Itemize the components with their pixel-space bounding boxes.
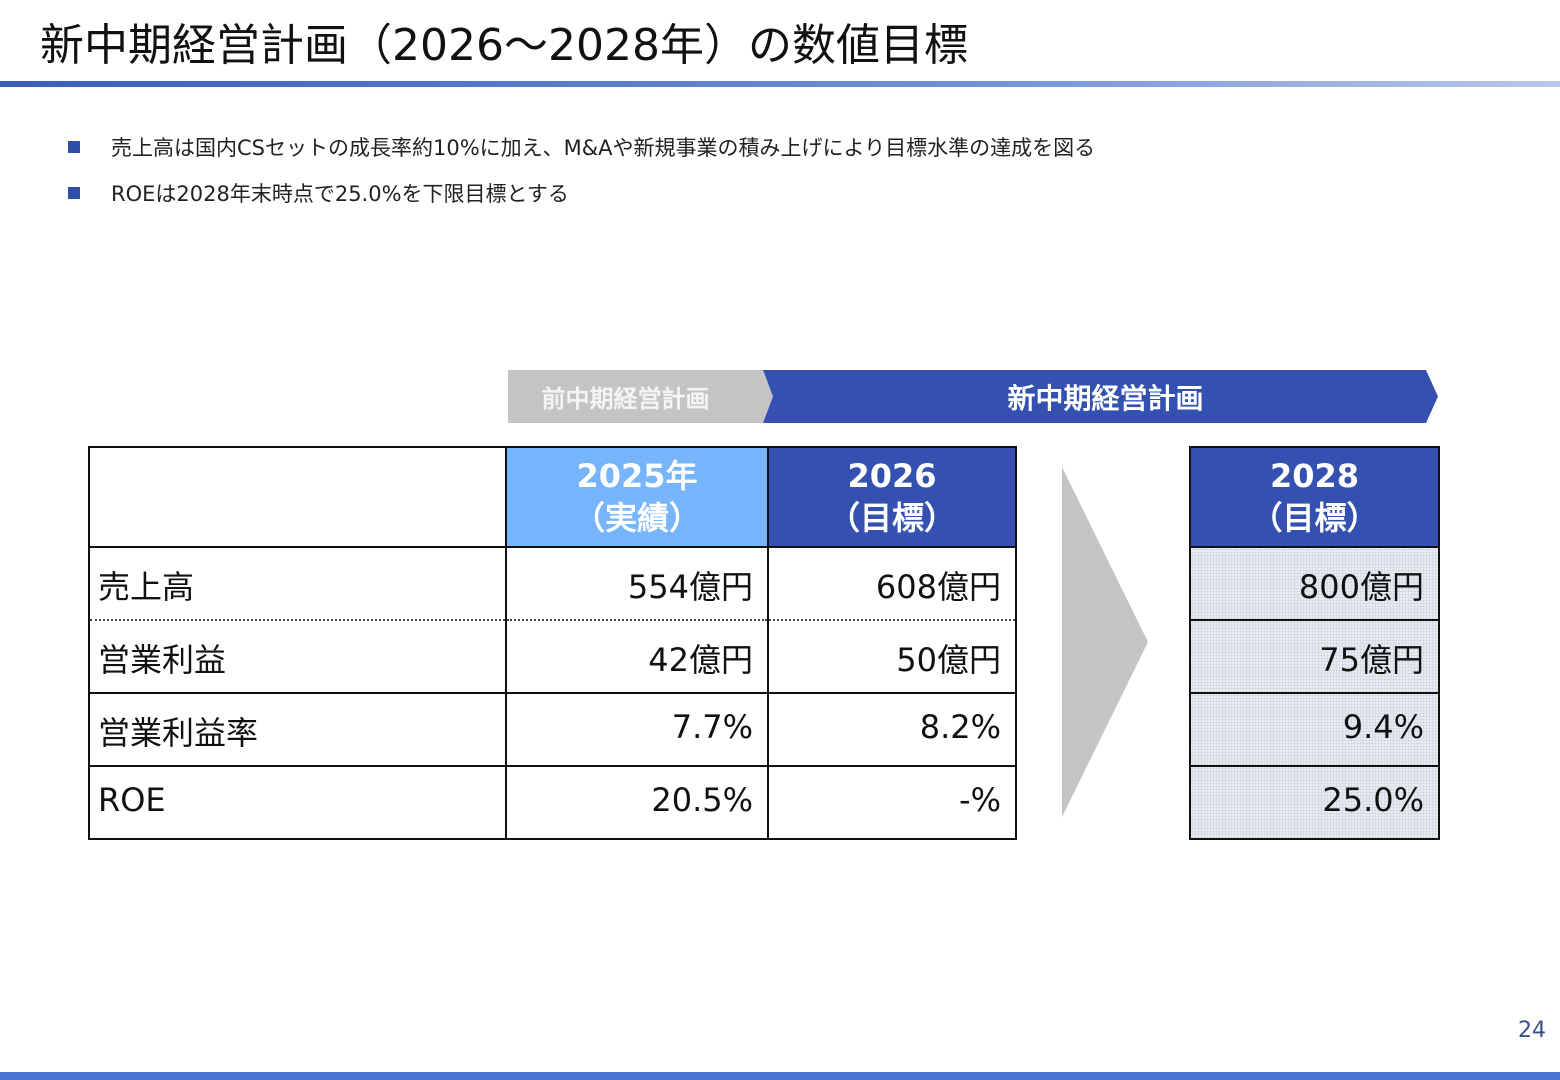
table-row: 75億円: [1189, 619, 1440, 694]
target-header-row: 2028 （目標）: [1189, 446, 1440, 548]
value-cell: 20.5%: [505, 765, 769, 840]
bullet-text: 売上高は国内CSセットの成長率約10%に加え、M&Aや新規事業の積み上げにより目…: [111, 136, 1096, 160]
square-bullet-icon: [68, 141, 80, 153]
target-value-cell: 75億円: [1189, 619, 1440, 694]
value-cell: 7.7%: [505, 692, 769, 767]
value-cell: 42億円: [505, 619, 769, 694]
table-row: 営業利益率 7.7% 8.2%: [88, 692, 1017, 767]
value-cell: -%: [767, 765, 1017, 840]
table-row: 売上高 554億円 608億円: [88, 546, 1017, 621]
table-row: ROE 20.5% -%: [88, 765, 1017, 840]
target-value-cell: 9.4%: [1189, 692, 1440, 767]
row-label: 営業利益率: [88, 692, 507, 767]
bullet-item: ROEは2028年末時点で25.0%を下限目標とする: [68, 176, 1095, 210]
value-cell: 554億円: [505, 546, 769, 621]
chevron-right-icon: [1062, 467, 1148, 817]
value-cell: 8.2%: [767, 692, 1017, 767]
target-value-cell: 25.0%: [1189, 765, 1440, 840]
target-table: 2028 （目標） 800億円 75億円 9.4% 25.0%: [1189, 446, 1440, 840]
table-row: 9.4%: [1189, 692, 1440, 767]
row-label: 売上高: [88, 546, 507, 621]
square-bullet-icon: [68, 187, 80, 199]
bullet-text: ROEは2028年末時点で25.0%を下限目標とする: [111, 182, 569, 206]
header-blank-cell: [88, 446, 507, 548]
value-cell: 50億円: [767, 619, 1017, 694]
header-2026: 2026 （目標）: [767, 446, 1017, 548]
value-cell: 608億円: [767, 546, 1017, 621]
header-2028: 2028 （目標）: [1189, 446, 1440, 548]
table-row: 25.0%: [1189, 765, 1440, 840]
row-label: 営業利益: [88, 619, 507, 694]
bullet-item: 売上高は国内CSセットの成長率約10%に加え、M&Aや新規事業の積み上げにより目…: [68, 130, 1095, 164]
bullet-list: 売上高は国内CSセットの成長率約10%に加え、M&Aや新規事業の積み上げにより目…: [68, 130, 1095, 222]
table-row: 営業利益 42億円 50億円: [88, 619, 1017, 694]
header-2025: 2025年 （実績）: [505, 446, 769, 548]
row-label: ROE: [88, 765, 507, 840]
page-number: 24: [1518, 1018, 1546, 1043]
previous-plan-banner: 前中期経営計画: [508, 370, 773, 423]
table-row: 800億円: [1189, 546, 1440, 621]
title-underline: [0, 81, 1560, 87]
new-plan-banner: 新中期経営計画: [763, 370, 1438, 423]
target-value-cell: 800億円: [1189, 546, 1440, 621]
table-header-row: 2025年 （実績） 2026 （目標）: [88, 446, 1017, 548]
footer-bar: [0, 1072, 1560, 1080]
results-table: 2025年 （実績） 2026 （目標） 売上高 554億円 608億円 営業利…: [88, 446, 1017, 840]
page-title: 新中期経営計画（2026〜2028年）の数値目標: [40, 20, 968, 71]
